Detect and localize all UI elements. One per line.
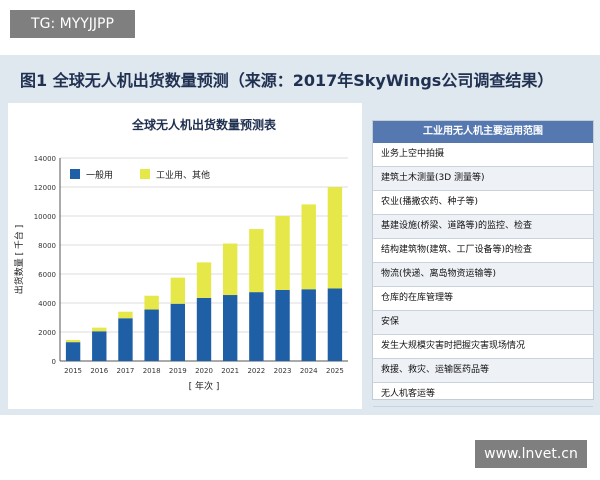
table-row: 仓库的在库管理等 bbox=[373, 287, 593, 311]
y-tick-label: 4000 bbox=[38, 300, 56, 308]
figure-caption: 图1 全球无人机出货数量预测（来源：2017年SkyWings公司调查结果） bbox=[20, 71, 554, 90]
x-tick-label: 2016 bbox=[90, 367, 108, 375]
table-row: 安保 bbox=[373, 311, 593, 335]
x-tick-label: 2022 bbox=[247, 367, 265, 375]
y-tick-label: 6000 bbox=[38, 271, 56, 279]
x-tick-label: 2018 bbox=[143, 367, 161, 375]
table-row: 农业(播撒农药、种子等) bbox=[373, 191, 593, 215]
bar-industrial-2024 bbox=[301, 204, 316, 290]
x-tick-label: 2017 bbox=[117, 367, 135, 375]
y-tick-label: 10000 bbox=[34, 213, 56, 221]
bar-chart: 全球无人机出货数量预测表 0 2000 4000 6000 8000 10000 12000 1… bbox=[13, 117, 348, 392]
chart-panel: 全球无人机出货数量预测表 0 2000 4000 6000 8000 10000 12000 1… bbox=[8, 103, 362, 409]
table-row: 无人机客运等 bbox=[373, 383, 593, 407]
bar-general-2025 bbox=[327, 288, 343, 361]
bar-general-2024 bbox=[301, 289, 316, 361]
chart-title: 全球无人机出货数量预测表 bbox=[131, 117, 277, 132]
bar-industrial-2025 bbox=[327, 187, 343, 289]
legend-swatch-industrial bbox=[140, 169, 150, 179]
legend-label-industrial: 工业用、其他 bbox=[156, 169, 210, 181]
bar-general-2023 bbox=[275, 289, 290, 361]
application-table: 工业用无人机主要运用范围 业务上空中拍摄 建筑土木测量(3D 测量等) 农业(播撒农… bbox=[372, 120, 594, 407]
watermark-top: TG: MYYJJPP bbox=[10, 10, 135, 38]
bar-general-2022 bbox=[249, 292, 264, 361]
y-tick-label: 8000 bbox=[38, 242, 56, 250]
table-row: 建筑土木测量(3D 测量等) bbox=[373, 167, 593, 191]
bar-industrial-2023 bbox=[275, 216, 290, 290]
y-tick-label: 12000 bbox=[34, 184, 56, 192]
watermark-bottom: www.lnvet.cn bbox=[475, 440, 587, 468]
x-tick-label: 2021 bbox=[221, 367, 239, 375]
table-row: 发生大规模灾害时把握灾害现场情况 bbox=[373, 335, 593, 359]
bar-general-2015 bbox=[65, 342, 81, 361]
x-tick-label: 2023 bbox=[274, 367, 292, 375]
table-row: 物流(快递、离岛物资运输等) bbox=[373, 263, 593, 287]
bar-general-2017 bbox=[118, 318, 133, 361]
y-tick-label: 2000 bbox=[38, 329, 56, 337]
bar-general-2021 bbox=[222, 295, 238, 361]
bar-industrial-2020 bbox=[196, 262, 212, 298]
x-tick-label: 2019 bbox=[169, 367, 187, 375]
x-tick-label: 2020 bbox=[195, 367, 213, 375]
bar-general-2019 bbox=[170, 303, 186, 361]
legend-swatch-general bbox=[70, 169, 80, 179]
y-tick-label: 14000 bbox=[34, 155, 56, 163]
table-row: 结构建筑物(建筑、工厂设备等)的检查 bbox=[373, 239, 593, 263]
bar-industrial-2018 bbox=[144, 295, 159, 310]
bar-general-2016 bbox=[92, 331, 107, 361]
x-tick-label: 2025 bbox=[326, 367, 344, 375]
bar-industrial-2021 bbox=[222, 243, 238, 296]
y-axis-label: 出货数量 [ 千台 ] bbox=[13, 225, 25, 295]
table-header: 工业用无人机主要运用范围 bbox=[373, 121, 593, 143]
bar-industrial-2022 bbox=[249, 229, 264, 293]
legend-label-general: 一般用 bbox=[86, 169, 113, 181]
bar-general-2018 bbox=[144, 309, 159, 361]
x-axis-label: [ 年次 ] bbox=[189, 380, 220, 392]
bar-industrial-2015 bbox=[65, 339, 81, 343]
table-row: 基建设施(桥梁、道路等)的监控、检查 bbox=[373, 215, 593, 239]
bar-industrial-2019 bbox=[170, 277, 186, 304]
table-body: 业务上空中拍摄 建筑土木测量(3D 测量等) 农业(播撒农药、种子等) 基建设施(桥梁… bbox=[373, 143, 593, 407]
y-tick-label: 0 bbox=[52, 358, 56, 366]
bar-industrial-2017 bbox=[118, 311, 133, 319]
bar-general-2020 bbox=[196, 297, 212, 361]
x-tick-label: 2024 bbox=[300, 367, 318, 375]
table-row: 业务上空中拍摄 bbox=[373, 143, 593, 167]
x-tick-label: 2015 bbox=[64, 367, 82, 375]
bar-industrial-2016 bbox=[92, 327, 107, 332]
figure: 图1 全球无人机出货数量预测（来源：2017年SkyWings公司调查结果） 全… bbox=[0, 55, 600, 415]
table-row: 救援、救灾、运输医药品等 bbox=[373, 359, 593, 383]
